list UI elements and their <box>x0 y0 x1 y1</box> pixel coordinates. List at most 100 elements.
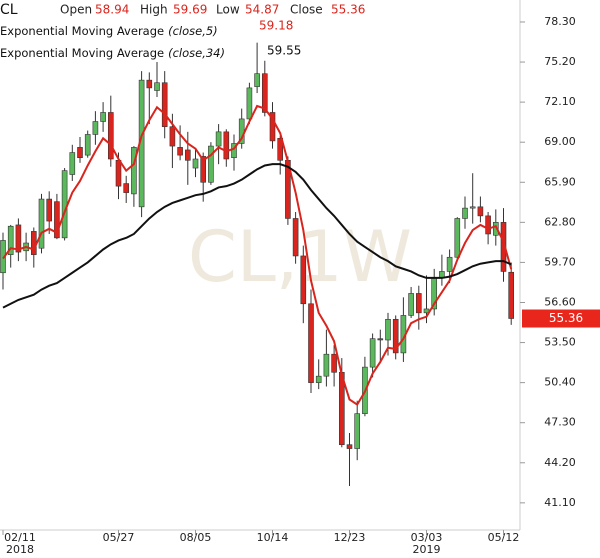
candle-body <box>77 147 83 159</box>
ema-line <box>2 104 513 407</box>
y-tick-label: 56.60 <box>544 295 576 308</box>
x-tick-label: 10/14 <box>256 531 289 544</box>
y-tick-label: 53.50 <box>544 336 576 349</box>
legend-name: Exponential Moving Average <box>0 24 164 38</box>
candle-body <box>254 73 260 87</box>
candle-body <box>46 198 53 222</box>
header-label: Low <box>216 3 240 17</box>
candle-body <box>300 255 307 305</box>
x-tick-label: 12/23 <box>333 531 366 544</box>
header-value: 59.69 <box>173 3 207 17</box>
candle-body <box>323 353 330 377</box>
symbol: CL <box>0 2 18 18</box>
ema-line <box>2 163 512 309</box>
x-tick-label: 05/27 <box>102 531 135 544</box>
candle-body <box>108 112 114 160</box>
legend-entry: Exponential Moving Average (close,5) <box>0 24 218 38</box>
y-tick-label: 59.70 <box>544 255 576 268</box>
candle-body <box>131 147 137 195</box>
candle-body <box>200 156 206 183</box>
legend-last-value: 59.18 <box>259 19 293 33</box>
candle-body <box>269 112 276 142</box>
candle-body <box>492 222 499 236</box>
candle-body <box>154 82 160 91</box>
y-tick-label: 44.20 <box>544 456 576 469</box>
candle-body <box>408 293 414 316</box>
candle-body <box>192 158 199 169</box>
candle-body <box>208 145 214 183</box>
candle-body <box>38 198 45 249</box>
candle-body <box>177 147 183 156</box>
x-tick-label: 02/11 2018 <box>4 531 36 556</box>
candle-body <box>369 338 376 368</box>
candle-body <box>169 126 176 147</box>
x-tick-label: 08/05 <box>179 531 212 544</box>
x-tick-label: 03/03 2019 <box>410 531 443 556</box>
candle-body <box>54 201 60 239</box>
candle-body <box>415 293 422 314</box>
price-tag-label: 55.36 <box>549 311 583 325</box>
candle-body <box>508 271 515 319</box>
y-tick-label: 69.00 <box>544 135 576 148</box>
candle-body <box>331 353 337 373</box>
candle-body <box>500 222 507 272</box>
y-tick-label: 65.90 <box>544 175 576 188</box>
candle-body <box>61 170 68 239</box>
candle-body <box>277 138 284 161</box>
candle-body <box>92 121 99 135</box>
y-tick-label: 75.20 <box>544 55 576 68</box>
candle-body <box>315 375 322 383</box>
candle-body <box>446 256 453 272</box>
candle-body <box>462 207 468 219</box>
header-value: 58.94 <box>95 3 129 17</box>
header-value: 55.36 <box>331 3 365 17</box>
candle-body <box>485 215 491 235</box>
y-tick-label: 47.30 <box>544 416 576 429</box>
candle-body <box>292 218 299 257</box>
candle-body <box>185 149 191 161</box>
candle-body <box>15 224 22 253</box>
candle-body <box>223 131 230 160</box>
candle-body <box>454 218 461 258</box>
candle-body <box>215 131 222 147</box>
header-label: Close <box>290 3 323 17</box>
candle-body <box>346 444 353 449</box>
legend-args: (close,34) <box>168 46 225 60</box>
candle-body <box>231 143 237 159</box>
x-tick-label: 05/12 <box>487 531 520 544</box>
y-tick-label: 62.80 <box>544 215 576 228</box>
candle-body <box>246 87 253 120</box>
candle-body <box>392 318 399 354</box>
candle-body <box>115 159 122 187</box>
candle-body <box>123 183 129 193</box>
candle-body <box>354 413 361 449</box>
header-label: High <box>140 3 168 17</box>
candle-body <box>261 73 268 113</box>
candle-body <box>100 112 106 122</box>
header-label: Open <box>60 3 92 17</box>
legend-entry: Exponential Moving Average (close,34) <box>0 46 225 60</box>
y-tick-label: 72.10 <box>544 95 576 108</box>
legend-last-value: 59.55 <box>267 44 301 58</box>
watermark: CL,1W <box>188 216 412 298</box>
candle-body <box>385 318 391 341</box>
candle-body <box>30 231 37 255</box>
legend-name: Exponential Moving Average <box>0 46 164 60</box>
candle-body <box>84 134 91 156</box>
legend-args: (close,5) <box>168 24 218 38</box>
candle-body <box>377 338 384 341</box>
y-tick-label: 50.40 <box>544 376 576 389</box>
candle-body <box>7 225 14 255</box>
candle-body <box>69 152 76 175</box>
candle-body <box>469 206 476 209</box>
y-tick-label: 41.10 <box>544 496 576 509</box>
header-value: 54.87 <box>245 3 279 17</box>
candle-body <box>308 303 314 383</box>
price-tag <box>522 309 600 328</box>
candle-body <box>477 206 484 217</box>
candle-body <box>161 82 168 127</box>
y-tick-label: 78.30 <box>544 15 576 28</box>
candle-body <box>146 79 153 89</box>
